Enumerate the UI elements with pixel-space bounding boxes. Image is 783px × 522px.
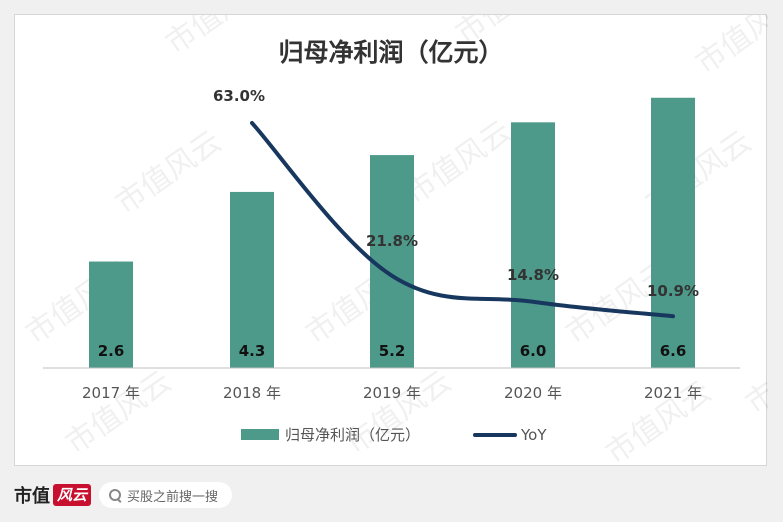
yoy-label-3: 21.8% [366,232,418,250]
watermark-4: 市值风云 [400,114,518,211]
bar-label-2: 4.3 [239,342,266,360]
bar-4 [511,122,555,368]
legend-bar-swatch [241,429,279,440]
search-box[interactable]: 买股之前搜一搜 [99,482,233,508]
bar-2 [230,191,274,368]
legend-line-label: YoY [520,426,547,444]
bar-label-4: 6.0 [520,342,547,360]
bar-label-5: 6.6 [660,342,687,360]
yoy-label-4: 14.8% [507,266,559,284]
footer-bar: 市值 风云 买股之前搜一搜 [14,476,767,514]
x-tick-2: 2018 年 [223,384,281,402]
brand-name: 市值 [14,486,50,507]
yoy-line [250,121,675,319]
bar-5 [651,97,695,368]
brand-logo[interactable]: 市值 风云 [14,482,92,508]
search-icon [109,489,122,501]
search-placeholder: 买股之前搜一搜 [127,489,219,505]
bar-3 [370,155,414,368]
bar-label-3: 5.2 [379,342,406,360]
watermark-2: 市值风云 [690,15,768,82]
x-tick-1: 2017 年 [82,384,140,402]
watermark-9: 市值风云 [740,324,768,421]
legend-bar-label: 归母净利润（亿元） [285,426,420,444]
yoy-label-2: 63.0% [213,87,265,105]
x-tick-3: 2019 年 [363,384,421,402]
brand-mark: 风云 [53,484,92,506]
watermark-3: 市值风云 [110,124,228,221]
x-tick-5: 2021 年 [644,384,702,402]
chart-title: 归母净利润（亿元） [278,38,503,67]
watermark-11: 市值风云 [340,364,458,461]
bar-1 [89,261,133,368]
yoy-label-5: 10.9% [647,282,699,300]
watermark-10: 市值风云 [60,364,178,461]
x-tick-4: 2020 年 [504,384,562,402]
chart-card: 市值风云 市值风云 市值风云 市值风云 市值风云 市值风云 市值风云 市值风云 市值风云 市值风云… [14,14,768,467]
bar-label-1: 2.6 [98,342,125,360]
watermark-0: 市值风云 [160,15,278,62]
